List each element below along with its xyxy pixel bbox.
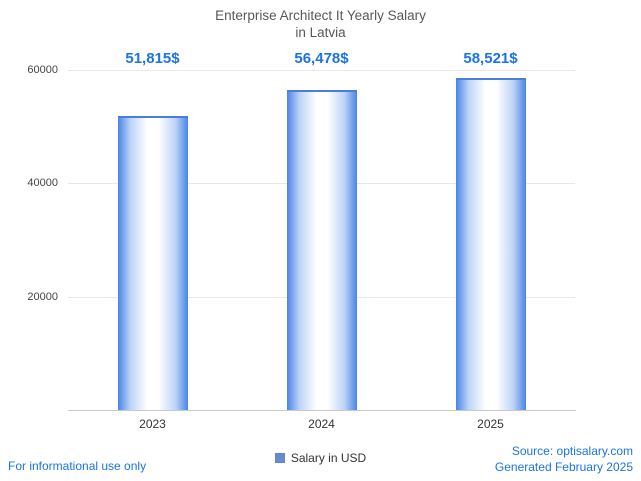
value-labels: 51,815$ 56,478$ 58,521$ bbox=[68, 50, 575, 70]
x-axis-label: 2024 bbox=[308, 417, 335, 431]
gridline bbox=[68, 70, 575, 71]
x-axis-label: 2025 bbox=[477, 417, 504, 431]
chart-title-line1: Enterprise Architect It Yearly Salary bbox=[215, 8, 426, 23]
bar-value-label: 51,815$ bbox=[125, 50, 180, 67]
generated-date: Generated February 2025 bbox=[494, 460, 633, 474]
source-info: Source: optisalary.com Generated Februar… bbox=[495, 443, 633, 475]
y-axis-tick-label: 20000 bbox=[27, 290, 58, 303]
bar-value-label: 56,478$ bbox=[294, 50, 349, 67]
legend: Salary in USD bbox=[0, 451, 641, 465]
y-axis-labels: 20000 40000 60000 bbox=[0, 64, 62, 410]
x-axis-labels: 2023 2024 2025 bbox=[68, 417, 575, 433]
chart-title: Enterprise Architect It Yearly Salary in… bbox=[0, 7, 641, 41]
plot-area bbox=[68, 70, 575, 410]
bar-2025[interactable] bbox=[455, 78, 526, 410]
legend-label: Salary in USD bbox=[290, 451, 367, 465]
x-axis-line bbox=[68, 410, 576, 411]
disclaimer-text: For informational use only bbox=[8, 459, 147, 473]
y-axis-tick-label: 40000 bbox=[27, 177, 58, 190]
bar-2024[interactable] bbox=[286, 90, 357, 410]
source-link[interactable]: Source: optisalary.com bbox=[511, 444, 633, 458]
x-axis-label: 2023 bbox=[139, 417, 166, 431]
chart-title-line2: in Latvia bbox=[295, 25, 346, 40]
y-axis-tick-label: 60000 bbox=[27, 64, 58, 76]
bar-value-label: 58,521$ bbox=[463, 50, 518, 67]
legend-swatch bbox=[274, 453, 285, 463]
bar-2023[interactable] bbox=[117, 116, 188, 410]
